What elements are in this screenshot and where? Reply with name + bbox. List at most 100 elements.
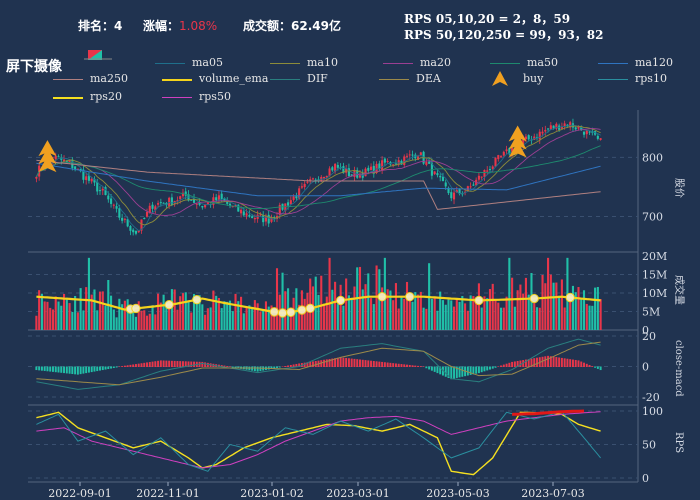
candle-body <box>140 219 143 231</box>
candle-body <box>497 155 500 160</box>
x-tick-label: 2023-05-03 <box>426 487 489 500</box>
legend-DIF[interactable]: DIF <box>307 72 328 85</box>
legend-ma10[interactable]: ma10 <box>307 56 338 69</box>
macd-histogram-bar <box>182 361 184 367</box>
volume-bar <box>455 299 458 330</box>
legend-rps50[interactable]: rps50 <box>199 90 231 103</box>
ma10-line <box>35 125 601 226</box>
volume-bar <box>176 309 179 330</box>
candle-body <box>574 127 577 130</box>
volume-bar <box>469 295 472 330</box>
volume-bar <box>192 293 196 330</box>
legend-DEA[interactable]: DEA <box>416 72 441 85</box>
macd-histogram-bar <box>137 363 140 367</box>
candle-body <box>370 166 373 171</box>
macd-histogram-bar <box>436 366 439 374</box>
macd-histogram-bar <box>596 366 599 369</box>
legend-ma05[interactable]: ma05 <box>192 56 223 69</box>
candle-body <box>483 169 486 177</box>
macd-histogram-bar <box>367 360 370 367</box>
legend-ma250[interactable]: ma250 <box>90 72 128 85</box>
volume-bar <box>253 300 256 330</box>
volume-bar <box>325 296 328 330</box>
macd-histogram-bar <box>276 366 278 369</box>
volume-bar <box>582 290 586 330</box>
macd-histogram-bar <box>594 366 597 368</box>
candle-body <box>505 149 508 152</box>
volume-ema-marker <box>405 292 415 302</box>
volume-ema-marker <box>565 292 575 303</box>
macd-histogram-bar <box>350 358 353 367</box>
volume-bar <box>154 314 157 330</box>
macd-histogram-bar <box>184 361 187 367</box>
macd-histogram-bar <box>444 366 447 377</box>
macd-histogram-bar <box>259 366 262 372</box>
candle-body <box>248 215 251 217</box>
candle-body <box>494 157 497 167</box>
legend-buy[interactable]: buy <box>523 72 544 85</box>
volume-bar <box>486 298 489 330</box>
ma120-line <box>36 162 601 197</box>
volume-bar <box>408 295 411 330</box>
macd-histogram-bar <box>453 366 455 379</box>
candle-body <box>585 130 588 135</box>
macd-histogram-bar <box>76 366 79 375</box>
volume-bar <box>381 287 384 330</box>
volume-bar <box>430 298 433 330</box>
candle-body <box>508 148 511 155</box>
macd-histogram-bar <box>79 366 82 375</box>
macd-histogram-bar <box>49 366 52 372</box>
macd-histogram-bar <box>206 362 209 367</box>
volume-bar <box>425 308 428 330</box>
macd-histogram-bar <box>466 366 469 376</box>
volume-ema-marker <box>164 300 174 310</box>
turnover: 成交额：62.49亿 <box>243 17 341 34</box>
price-tick-label: 700 <box>642 211 663 224</box>
legend-buy-icon <box>492 71 508 86</box>
candle-body <box>62 159 66 162</box>
candle-body <box>270 217 273 222</box>
legend-volume_ema[interactable]: volume_ema <box>199 72 269 85</box>
legend-ma120[interactable]: ma120 <box>635 56 673 69</box>
candle-body <box>118 208 121 218</box>
candle-body <box>314 179 317 181</box>
candle-body <box>192 198 196 203</box>
macd-histogram-bar <box>220 365 223 367</box>
volume-bar <box>538 307 541 330</box>
candle-body <box>599 138 602 140</box>
volume-bar <box>190 312 193 330</box>
candle-body <box>450 192 453 199</box>
macd-histogram-bar <box>71 366 74 375</box>
legend-rps20[interactable]: rps20 <box>90 90 122 103</box>
candle-body <box>115 206 118 209</box>
legend-rps10[interactable]: rps10 <box>635 72 667 85</box>
candle-body <box>527 135 530 140</box>
volume-bar <box>248 305 251 330</box>
macd-histogram-bar <box>508 362 511 367</box>
volume-bar <box>555 282 558 330</box>
candle-body <box>455 190 458 193</box>
legend-ma20[interactable]: ma20 <box>420 56 451 69</box>
macd-histogram-bar <box>361 359 364 367</box>
volume-bar <box>145 315 149 330</box>
candle-body <box>264 215 267 222</box>
ma05-line <box>35 124 601 232</box>
candle-body <box>228 203 232 206</box>
macd-histogram-bar <box>475 366 478 374</box>
legend-ma250-swatch <box>53 79 83 80</box>
candle-body <box>367 167 370 171</box>
legend-ma20-swatch <box>383 63 413 64</box>
volume-tick-label: 15M <box>642 269 667 282</box>
candle-body <box>524 136 527 140</box>
macd-histogram-bar <box>226 366 229 367</box>
legend-ma50[interactable]: ma50 <box>527 56 558 69</box>
volume-bar <box>46 301 49 330</box>
macd-histogram-bar <box>359 359 361 367</box>
price-ylabel: 股价 <box>673 178 685 198</box>
macd-histogram-bar <box>201 361 204 367</box>
volume-bar <box>165 302 168 330</box>
volume-bar <box>535 307 539 330</box>
volume-bar <box>461 295 464 330</box>
volume-bar <box>494 300 497 330</box>
